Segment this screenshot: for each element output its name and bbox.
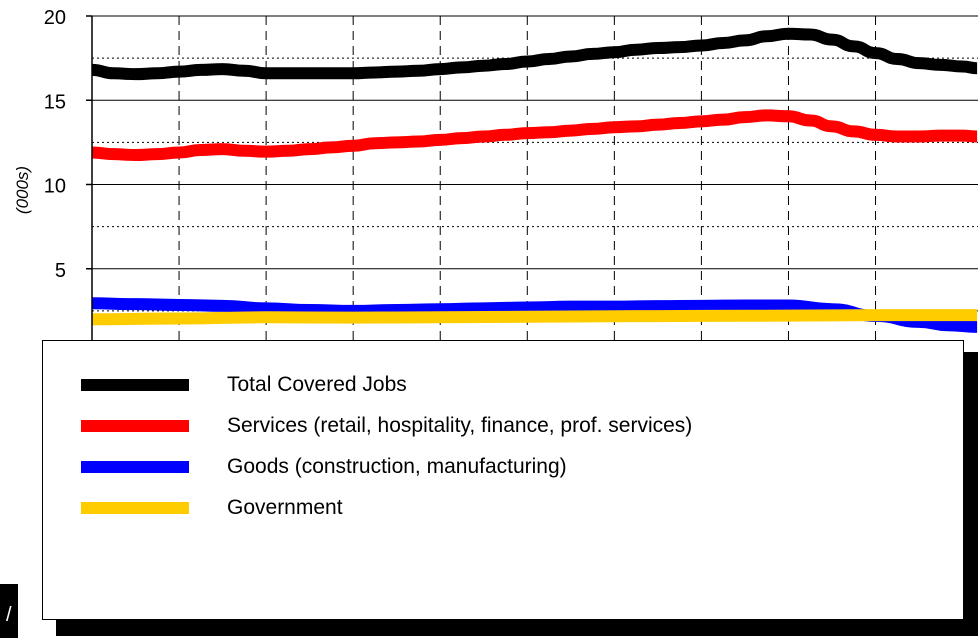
grid-lines bbox=[92, 15, 978, 353]
y-tick-label: 20 bbox=[44, 7, 66, 29]
y-tick-labels: 05101520 bbox=[44, 7, 66, 360]
legend: Total Covered Jobs Services (retail, hosp… bbox=[42, 340, 964, 620]
y-tick-label: 10 bbox=[44, 176, 66, 198]
series-line-government bbox=[91, 309, 978, 326]
y-tick-label: 5 bbox=[55, 260, 66, 282]
series-lines bbox=[91, 27, 978, 333]
legend-label: Goods (construction, manufacturing) bbox=[227, 455, 567, 478]
y-tick-label: 15 bbox=[44, 91, 66, 113]
series-line-services bbox=[91, 109, 978, 162]
legend-item: Services (retail, hospitality, finance, … bbox=[81, 408, 692, 444]
legend-item: Total Covered Jobs bbox=[81, 367, 407, 403]
legend-swatch bbox=[81, 461, 189, 473]
corner-mark: / bbox=[0, 584, 18, 638]
y-axis-label: (000s) bbox=[13, 166, 32, 214]
legend-item: Government bbox=[81, 490, 343, 526]
corner-glyph: / bbox=[6, 604, 12, 626]
legend-swatch bbox=[81, 379, 189, 391]
legend-item: Goods (construction, manufacturing) bbox=[81, 449, 567, 485]
legend-swatch bbox=[81, 502, 189, 514]
series-line-total bbox=[91, 27, 978, 81]
legend-label: Government bbox=[227, 496, 343, 519]
legend-label: Services (retail, hospitality, finance, … bbox=[227, 414, 693, 437]
line-chart: (000s) 05101520 12/0112/0212/0312/0412/0… bbox=[13, 7, 978, 360]
legend-label: Total Covered Jobs bbox=[227, 373, 407, 396]
legend-swatch bbox=[81, 420, 189, 432]
